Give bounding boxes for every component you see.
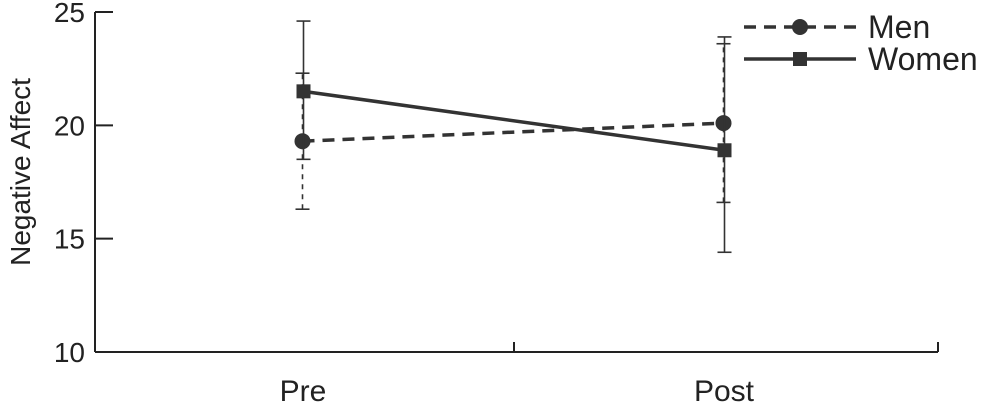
legend-label: Women [868,41,978,77]
x-tick-label: Post [694,375,755,408]
legend-marker [792,19,808,35]
series-men [294,42,732,210]
series-line [302,121,724,143]
series-women [296,20,732,254]
y-tick-label: 20 [54,110,85,141]
legend-entry-men: Men [744,9,930,45]
series-layer [294,20,732,254]
data-point [296,84,311,99]
axes [94,12,938,353]
data-point [294,133,311,150]
series-line [303,89,725,152]
y-tick-label: 25 [54,0,85,28]
legend-entry-women: Women [744,41,978,77]
data-point [715,115,732,132]
x-ticks: Pre Post [280,342,939,408]
legend-label: Men [868,9,930,45]
data-point [717,143,732,158]
y-axis-label: Negative Affect [5,78,36,266]
x-tick-label: Pre [280,375,327,408]
y-tick-label: 15 [54,224,85,255]
y-ticks: 10 15 20 25 [54,0,113,368]
legend-marker [793,52,807,66]
y-tick-label: 10 [54,337,85,368]
